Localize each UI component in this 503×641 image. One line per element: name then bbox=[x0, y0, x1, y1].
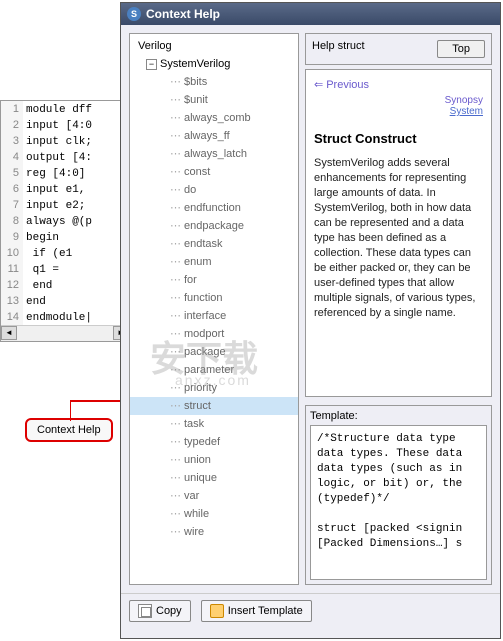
template-code[interactable]: /*Structure data type data types. These … bbox=[310, 425, 487, 580]
editor-line[interactable]: 2input [4:0 bbox=[1, 117, 129, 133]
editor-line[interactable]: 11 q1 = bbox=[1, 261, 129, 277]
editor-line[interactable]: 1module dff bbox=[1, 101, 129, 117]
tree-item-task[interactable]: ⋯task bbox=[130, 415, 298, 433]
template-box: Template: /*Structure data type data typ… bbox=[305, 405, 492, 585]
tree-item-priority[interactable]: ⋯priority bbox=[130, 379, 298, 397]
code-editor[interactable]: 1module dff2input [4:03input clk;4output… bbox=[0, 100, 130, 342]
tree-item-$unit[interactable]: ⋯$unit bbox=[130, 91, 298, 109]
tree-item-union[interactable]: ⋯union bbox=[130, 451, 298, 469]
titlebar[interactable]: S Context Help bbox=[121, 3, 500, 25]
tree-item-unique[interactable]: ⋯unique bbox=[130, 469, 298, 487]
vendor-text: Synopsy bbox=[445, 95, 483, 106]
window-title: Context Help bbox=[146, 7, 220, 21]
template-label: Template: bbox=[310, 410, 487, 422]
tree-item-while[interactable]: ⋯while bbox=[130, 505, 298, 523]
editor-line[interactable]: 12 end bbox=[1, 277, 129, 293]
tree-item-wire[interactable]: ⋯wire bbox=[130, 523, 298, 541]
scroll-track[interactable] bbox=[17, 326, 113, 341]
copy-button[interactable]: Copy bbox=[129, 600, 191, 622]
tree-item-struct[interactable]: ⋯struct bbox=[130, 397, 298, 415]
tree-item-$bits[interactable]: ⋯$bits bbox=[130, 73, 298, 91]
editor-line[interactable]: 4output [4: bbox=[1, 149, 129, 165]
tree-item-modport[interactable]: ⋯modport bbox=[130, 325, 298, 343]
system-link[interactable]: System bbox=[450, 106, 483, 117]
tree-item-always_latch[interactable]: ⋯always_latch bbox=[130, 145, 298, 163]
doc-title: Struct Construct bbox=[314, 131, 483, 146]
tree-item-function[interactable]: ⋯function bbox=[130, 289, 298, 307]
app-icon: S bbox=[127, 7, 141, 21]
insert-template-button[interactable]: Insert Template bbox=[201, 600, 312, 622]
tree-item-enum[interactable]: ⋯enum bbox=[130, 253, 298, 271]
tree-item-parameter[interactable]: ⋯parameter bbox=[130, 361, 298, 379]
editor-line[interactable]: 3input clk; bbox=[1, 133, 129, 149]
doc-paragraph: SystemVerilog adds several enhancements … bbox=[314, 156, 483, 321]
editor-line[interactable]: 13end bbox=[1, 293, 129, 309]
tree-item-always_ff[interactable]: ⋯always_ff bbox=[130, 127, 298, 145]
insert-icon bbox=[210, 604, 224, 618]
help-document: ⇐Previous Synopsy System Struct Construc… bbox=[305, 69, 492, 397]
editor-line[interactable]: 7input e2; bbox=[1, 197, 129, 213]
tree-item-for[interactable]: ⋯for bbox=[130, 271, 298, 289]
tree-item-typedef[interactable]: ⋯typedef bbox=[130, 433, 298, 451]
context-help-window: S Context Help Verilog −SystemVerilog ⋯$… bbox=[120, 2, 501, 639]
copy-icon bbox=[138, 604, 152, 618]
previous-link[interactable]: ⇐Previous bbox=[314, 78, 483, 91]
vendor-links: Synopsy System bbox=[314, 95, 483, 117]
arrow-left-icon: ⇐ bbox=[314, 79, 323, 91]
tree-item-interface[interactable]: ⋯interface bbox=[130, 307, 298, 325]
horizontal-scrollbar[interactable]: ◄ ► bbox=[1, 325, 129, 341]
tree-item-endpackage[interactable]: ⋯endpackage bbox=[130, 217, 298, 235]
help-group-label: Help struct bbox=[312, 40, 365, 52]
tree-category[interactable]: −SystemVerilog bbox=[130, 55, 298, 73]
editor-line[interactable]: 8always @(p bbox=[1, 213, 129, 229]
help-header-box: Help struct Top bbox=[305, 33, 492, 65]
tree-item-endtask[interactable]: ⋯endtask bbox=[130, 235, 298, 253]
editor-line[interactable]: 14endmodule| bbox=[1, 309, 129, 325]
tree-item-package[interactable]: ⋯package bbox=[130, 343, 298, 361]
editor-line[interactable]: 6input e1, bbox=[1, 181, 129, 197]
tree-item-endfunction[interactable]: ⋯endfunction bbox=[130, 199, 298, 217]
tree-panel: Verilog −SystemVerilog ⋯$bits⋯$unit⋯alwa… bbox=[129, 33, 299, 585]
tree-root[interactable]: Verilog bbox=[130, 34, 298, 55]
tree-item-do[interactable]: ⋯do bbox=[130, 181, 298, 199]
scroll-left-button[interactable]: ◄ bbox=[1, 326, 17, 340]
collapse-icon[interactable]: − bbox=[146, 59, 157, 70]
editor-line[interactable]: 10 if (e1 bbox=[1, 245, 129, 261]
top-button[interactable]: Top bbox=[437, 40, 485, 58]
tree-item-const[interactable]: ⋯const bbox=[130, 163, 298, 181]
editor-line[interactable]: 5reg [4:0] bbox=[1, 165, 129, 181]
tree-item-always_comb[interactable]: ⋯always_comb bbox=[130, 109, 298, 127]
button-row: Copy Insert Template bbox=[121, 593, 500, 628]
tree-list[interactable]: Verilog −SystemVerilog ⋯$bits⋯$unit⋯alwa… bbox=[130, 34, 298, 584]
tree-item-var[interactable]: ⋯var bbox=[130, 487, 298, 505]
editor-line[interactable]: 9begin bbox=[1, 229, 129, 245]
